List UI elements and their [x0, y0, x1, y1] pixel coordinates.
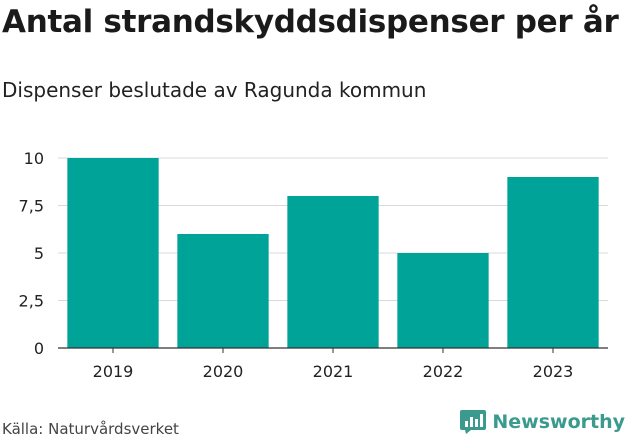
bar — [177, 234, 269, 348]
source-note: Källa: Naturvårdsverket — [2, 420, 179, 438]
brand-name: Newsworthy — [492, 411, 625, 433]
brand-logo: Newsworthy — [460, 410, 625, 434]
y-tick-label: 2,5 — [19, 292, 44, 311]
bar — [397, 253, 489, 348]
y-tick-label: 7,5 — [19, 197, 44, 216]
bar — [67, 158, 159, 348]
bar — [287, 196, 379, 348]
y-tick-label: 5 — [34, 244, 44, 263]
x-tick-label: 2022 — [423, 362, 464, 381]
x-tick-label: 2020 — [203, 362, 244, 381]
x-tick-label: 2019 — [93, 362, 134, 381]
bar-chart: 0 2,5 5 7,5 10 2019 2020 2021 2022 2023 — [19, 149, 608, 381]
x-tick-label: 2023 — [533, 362, 574, 381]
bar — [507, 177, 599, 348]
chart-subtitle: Dispenser beslutade av Ragunda kommun — [2, 78, 427, 102]
chart-title: Antal strandskyddsdispenser per år — [2, 4, 619, 40]
y-tick-label: 0 — [34, 339, 44, 358]
bar-chart-logo-icon — [460, 410, 487, 434]
x-tick-label: 2021 — [313, 362, 354, 381]
y-tick-label: 10 — [24, 149, 44, 168]
